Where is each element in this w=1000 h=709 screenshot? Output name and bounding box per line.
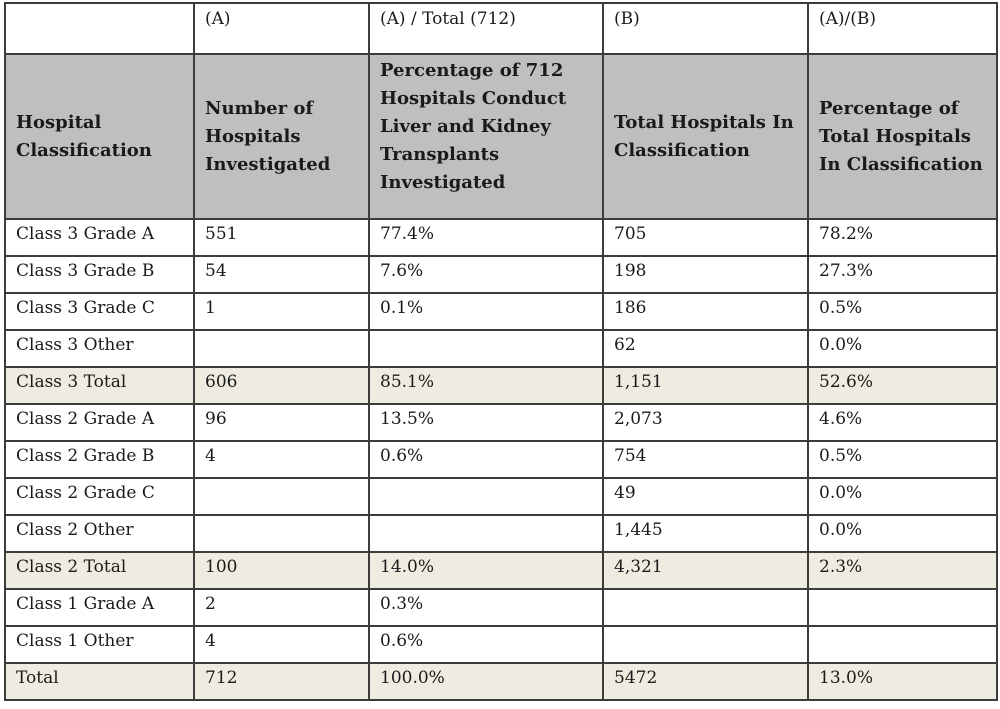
investigated-cell: 4 xyxy=(193,440,370,479)
percentage-of-712-cell: 85.1% xyxy=(368,366,604,405)
classification-cell: Class 3 Grade A xyxy=(4,218,195,257)
investigated-cell: 1 xyxy=(193,292,370,331)
percentage-of-classification-cell: 27.3% xyxy=(807,255,998,294)
table-row: Class 1 Other 4 0.6% xyxy=(4,625,998,664)
header-row: Hospital Classification Number of Hospit… xyxy=(4,53,998,220)
total-in-classification-cell xyxy=(602,625,809,664)
total-in-classification-cell: 754 xyxy=(602,440,809,479)
investigated-cell: 96 xyxy=(193,403,370,442)
table-total-row: Class 2 Total 100 14.0% 4,321 2.3% xyxy=(4,551,998,590)
percentage-of-classification-cell xyxy=(807,625,998,664)
classification-cell: Class 3 Other xyxy=(4,329,195,368)
classification-cell: Class 2 Total xyxy=(4,551,195,590)
header-percentage-of-712: Percentage of 712 Hospitals Conduct Live… xyxy=(368,53,604,220)
total-in-classification-cell: 49 xyxy=(602,477,809,516)
header-total-in-classification: Total Hospitals In Classification xyxy=(602,53,809,220)
investigated-cell: 551 xyxy=(193,218,370,257)
investigated-cell xyxy=(193,329,370,368)
percentage-of-classification-cell: 0.0% xyxy=(807,514,998,553)
classification-cell: Class 2 Grade B xyxy=(4,440,195,479)
percentage-of-classification-cell: 52.6% xyxy=(807,366,998,405)
table-total-row: Total 712 100.0% 5472 13.0% xyxy=(4,662,998,701)
percentage-of-classification-cell: 4.6% xyxy=(807,403,998,442)
table-row: Class 3 Grade B 54 7.6% 198 27.3% xyxy=(4,255,998,294)
percentage-of-classification-cell: 0.5% xyxy=(807,292,998,331)
investigated-cell: 2 xyxy=(193,588,370,627)
percentage-of-712-cell: 0.6% xyxy=(368,625,604,664)
column-code-cell: (A) xyxy=(193,2,370,55)
percentage-of-712-cell: 0.6% xyxy=(368,440,604,479)
investigated-cell xyxy=(193,477,370,516)
column-code-cell: (B) xyxy=(602,2,809,55)
header-percentage-of-classification: Percentage of Total Hospitals In Classif… xyxy=(807,53,998,220)
classification-cell: Class 2 Other xyxy=(4,514,195,553)
percentage-of-712-cell: 0.1% xyxy=(368,292,604,331)
total-in-classification-cell: 1,445 xyxy=(602,514,809,553)
classification-cell: Total xyxy=(4,662,195,701)
classification-cell: Class 3 Grade C xyxy=(4,292,195,331)
table-row: Class 1 Grade A 2 0.3% xyxy=(4,588,998,627)
percentage-of-classification-cell: 0.0% xyxy=(807,329,998,368)
investigated-cell xyxy=(193,514,370,553)
investigated-cell: 100 xyxy=(193,551,370,590)
total-in-classification-cell: 186 xyxy=(602,292,809,331)
table-row: Class 3 Other 62 0.0% xyxy=(4,329,998,368)
investigated-cell: 54 xyxy=(193,255,370,294)
table-total-row: Class 3 Total 606 85.1% 1,151 52.6% xyxy=(4,366,998,405)
classification-cell: Class 2 Grade C xyxy=(4,477,195,516)
table-body: Class 3 Grade A 551 77.4% 705 78.2% Class 3 G… xyxy=(4,218,998,701)
table-row: Class 3 Grade A 551 77.4% 705 78.2% xyxy=(4,218,998,257)
classification-cell: Class 1 Grade A xyxy=(4,588,195,627)
percentage-of-712-cell xyxy=(368,514,604,553)
table-row: Class 2 Other 1,445 0.0% xyxy=(4,514,998,553)
column-code-row: (A) (A) / Total (712) (B) (A)/(B) xyxy=(4,2,998,55)
investigated-cell: 712 xyxy=(193,662,370,701)
classification-cell: Class 3 Total xyxy=(4,366,195,405)
column-code-cell xyxy=(4,2,195,55)
total-in-classification-cell: 62 xyxy=(602,329,809,368)
percentage-of-712-cell: 7.6% xyxy=(368,255,604,294)
percentage-of-classification-cell: 78.2% xyxy=(807,218,998,257)
percentage-of-classification-cell: 0.5% xyxy=(807,440,998,479)
percentage-of-712-cell xyxy=(368,477,604,516)
percentage-of-classification-cell: 0.0% xyxy=(807,477,998,516)
total-in-classification-cell: 2,073 xyxy=(602,403,809,442)
hospital-classification-table: (A) (A) / Total (712) (B) (A)/(B) Hospit… xyxy=(4,2,998,701)
total-in-classification-cell: 4,321 xyxy=(602,551,809,590)
total-in-classification-cell: 198 xyxy=(602,255,809,294)
table-row: Class 3 Grade C 1 0.1% 186 0.5% xyxy=(4,292,998,331)
percentage-of-712-cell: 14.0% xyxy=(368,551,604,590)
investigated-cell: 4 xyxy=(193,625,370,664)
column-code-cell: (A)/(B) xyxy=(807,2,998,55)
total-in-classification-cell: 1,151 xyxy=(602,366,809,405)
total-in-classification-cell: 5472 xyxy=(602,662,809,701)
total-in-classification-cell xyxy=(602,588,809,627)
table-row: Class 2 Grade C 49 0.0% xyxy=(4,477,998,516)
percentage-of-classification-cell: 13.0% xyxy=(807,662,998,701)
column-code-cell: (A) / Total (712) xyxy=(368,2,604,55)
percentage-of-712-cell: 100.0% xyxy=(368,662,604,701)
header-number-investigated: Number of Hospitals Investigated xyxy=(193,53,370,220)
total-in-classification-cell: 705 xyxy=(602,218,809,257)
table-row: Class 2 Grade A 96 13.5% 2,073 4.6% xyxy=(4,403,998,442)
percentage-of-712-cell: 0.3% xyxy=(368,588,604,627)
classification-cell: Class 2 Grade A xyxy=(4,403,195,442)
table-row: Class 2 Grade B 4 0.6% 754 0.5% xyxy=(4,440,998,479)
header-hospital-classification: Hospital Classification xyxy=(4,53,195,220)
classification-cell: Class 1 Other xyxy=(4,625,195,664)
percentage-of-712-cell: 77.4% xyxy=(368,218,604,257)
classification-cell: Class 3 Grade B xyxy=(4,255,195,294)
percentage-of-classification-cell: 2.3% xyxy=(807,551,998,590)
percentage-of-712-cell: 13.5% xyxy=(368,403,604,442)
percentage-of-classification-cell xyxy=(807,588,998,627)
investigated-cell: 606 xyxy=(193,366,370,405)
percentage-of-712-cell xyxy=(368,329,604,368)
